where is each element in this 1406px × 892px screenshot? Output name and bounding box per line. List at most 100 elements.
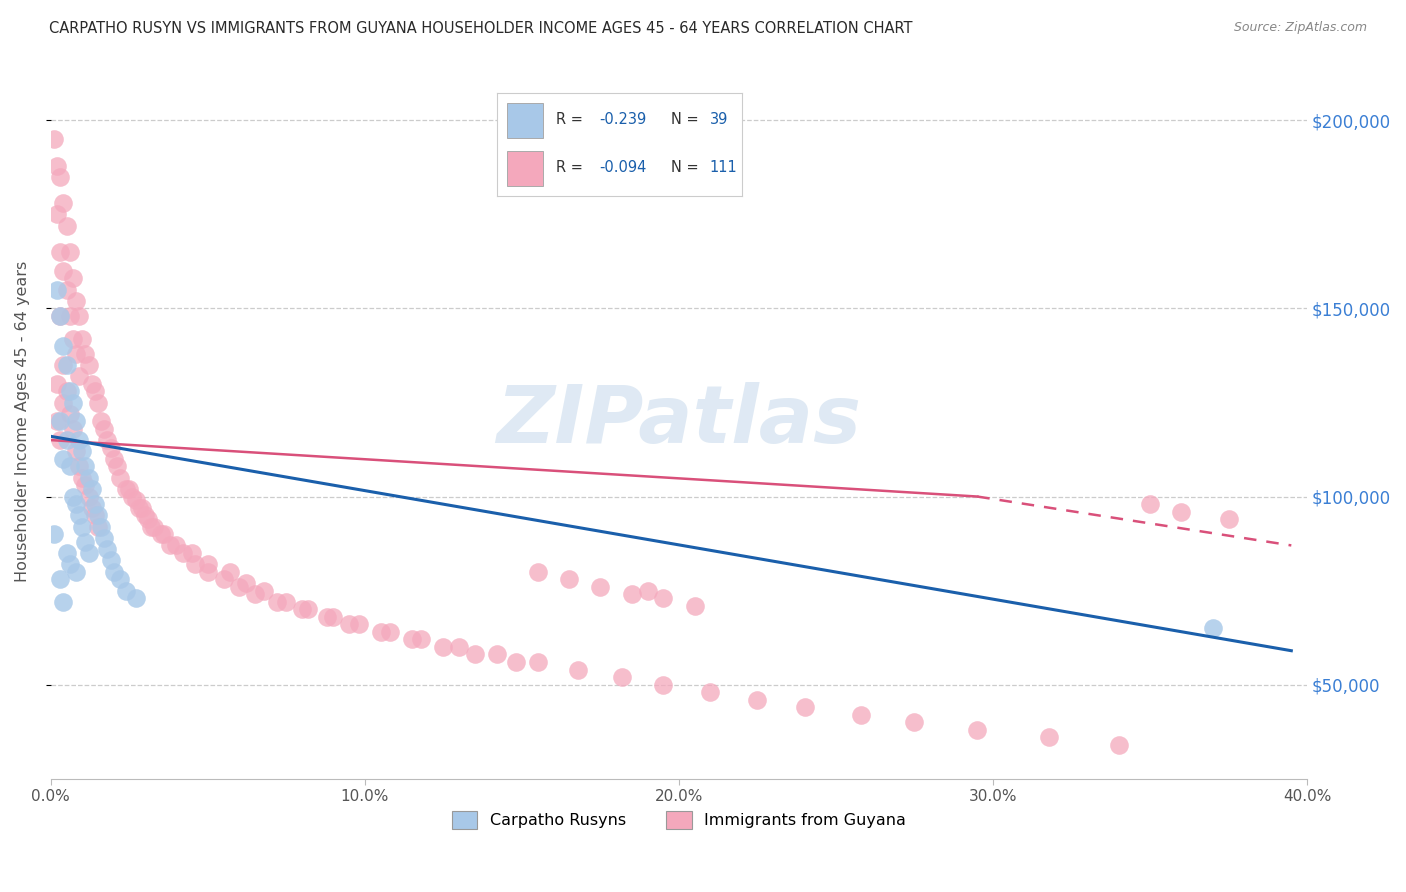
Point: [276, 595, 298, 609]
Point: [526, 565, 548, 579]
Point: [172, 546, 194, 560]
Point: [90, 414, 112, 428]
Point: [55, 384, 77, 399]
Point: [1218, 512, 1240, 526]
Point: [620, 587, 643, 601]
Point: [124, 493, 146, 508]
Point: [141, 519, 163, 533]
Point: [903, 715, 925, 730]
Point: [49, 245, 72, 260]
Point: [49, 169, 72, 184]
Point: [612, 670, 634, 684]
Point: [59, 384, 82, 399]
Point: [370, 624, 392, 639]
Text: ZIPatlas: ZIPatlas: [496, 383, 862, 460]
Point: [115, 482, 138, 496]
Point: [80, 482, 103, 496]
Point: [62, 395, 84, 409]
Point: [55, 433, 77, 447]
Point: [75, 459, 97, 474]
Point: [65, 565, 87, 579]
Point: [46, 207, 69, 221]
Point: [589, 580, 612, 594]
Point: [253, 583, 276, 598]
Point: [100, 441, 122, 455]
Point: [70, 471, 93, 485]
Point: [55, 546, 77, 560]
Point: [683, 599, 706, 613]
Point: [121, 490, 143, 504]
Point: [432, 640, 454, 654]
Point: [652, 677, 675, 691]
Point: [59, 459, 82, 474]
Point: [322, 610, 344, 624]
Point: [87, 508, 110, 523]
Point: [87, 395, 110, 409]
Point: [70, 519, 93, 533]
Point: [218, 565, 240, 579]
Point: [100, 553, 122, 567]
Point: [411, 632, 433, 647]
Point: [65, 346, 87, 360]
Point: [793, 700, 815, 714]
Point: [108, 572, 131, 586]
Point: [80, 376, 103, 391]
Point: [505, 655, 527, 669]
Point: [1170, 505, 1192, 519]
Point: [70, 332, 93, 346]
Point: [49, 414, 72, 428]
Point: [103, 451, 125, 466]
Point: [485, 648, 508, 662]
Point: [143, 519, 166, 533]
Point: [52, 339, 75, 353]
Point: [637, 583, 659, 598]
Point: [134, 508, 156, 523]
Point: [108, 471, 131, 485]
Point: [115, 583, 138, 598]
Point: [1108, 738, 1130, 752]
Point: [65, 414, 87, 428]
Point: [62, 271, 84, 285]
Point: [49, 433, 72, 447]
Point: [52, 395, 75, 409]
Point: [124, 591, 146, 605]
Point: [149, 527, 172, 541]
Point: [59, 245, 82, 260]
Point: [558, 572, 581, 586]
Point: [77, 546, 100, 560]
Point: [96, 433, 118, 447]
Point: [378, 624, 401, 639]
Point: [131, 500, 153, 515]
Point: [197, 565, 219, 579]
Point: [80, 500, 103, 515]
Point: [52, 451, 75, 466]
Point: [699, 685, 721, 699]
Point: [96, 542, 118, 557]
Point: [55, 219, 77, 233]
Point: [75, 478, 97, 492]
Point: [77, 490, 100, 504]
Y-axis label: Householder Income Ages 45 - 64 years: Householder Income Ages 45 - 64 years: [15, 260, 30, 582]
Point: [59, 407, 82, 421]
Point: [55, 358, 77, 372]
Point: [49, 309, 72, 323]
Point: [65, 293, 87, 308]
Point: [67, 433, 90, 447]
Point: [70, 444, 93, 458]
Point: [153, 527, 176, 541]
Point: [42, 132, 65, 146]
Point: [347, 617, 370, 632]
Point: [105, 459, 128, 474]
Point: [65, 444, 87, 458]
Point: [526, 655, 548, 669]
Point: [46, 159, 69, 173]
Point: [46, 414, 69, 428]
Point: [197, 558, 219, 572]
Point: [212, 572, 235, 586]
Point: [83, 384, 105, 399]
Point: [65, 497, 87, 511]
Point: [849, 707, 872, 722]
Point: [401, 632, 423, 647]
Point: [103, 565, 125, 579]
Point: [87, 519, 110, 533]
